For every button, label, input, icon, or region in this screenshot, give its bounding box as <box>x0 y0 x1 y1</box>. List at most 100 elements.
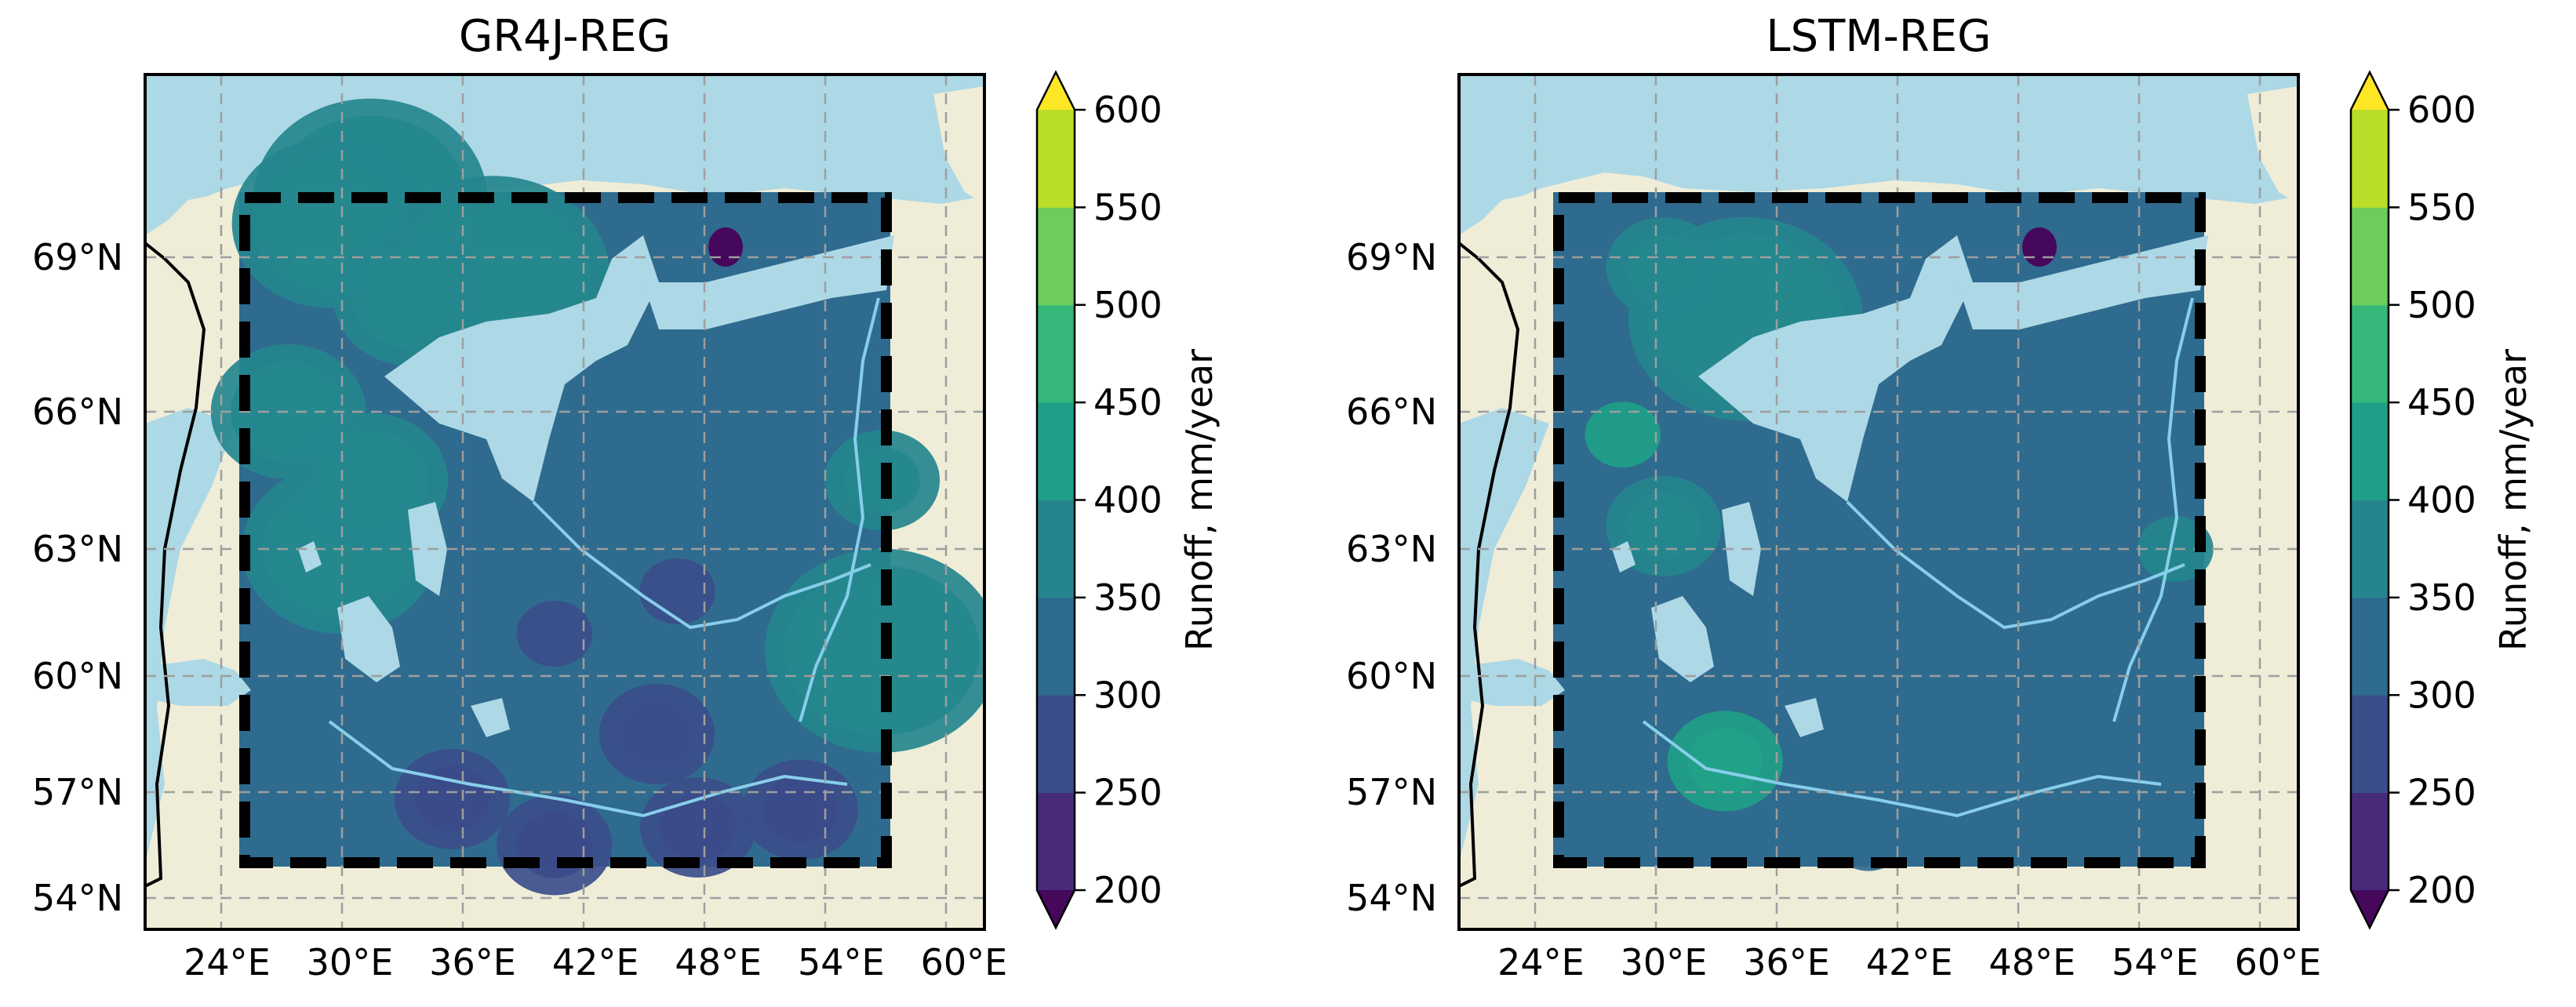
colorbar-tick-label: 200 <box>2407 869 2476 911</box>
lat-tick-label: 63°N <box>32 528 123 570</box>
colorbar-segment <box>2351 110 2389 208</box>
lat-tick-label: 54°N <box>32 877 123 919</box>
colorbar-tick-label: 600 <box>1093 89 1162 131</box>
runoff-contour <box>599 684 715 784</box>
colorbar-tick-label: 500 <box>2407 284 2476 326</box>
kolguev-island <box>708 227 743 267</box>
region-box <box>239 192 892 868</box>
gridlines <box>1459 75 2298 929</box>
colorbar-tick-label: 550 <box>1093 186 1162 228</box>
lat-tick-label: 63°N <box>1346 528 1437 570</box>
colorbar-tick-label: 450 <box>2407 381 2476 424</box>
border <box>1459 242 1520 888</box>
colorbar-extend-min <box>2351 890 2389 928</box>
colorbar-segment <box>1037 110 1075 208</box>
gulf-of-bothnia <box>1459 408 1549 863</box>
colorbar-tick-label: 250 <box>1093 772 1162 814</box>
colorbar-extend-max <box>2351 72 2389 110</box>
runoff-contour <box>497 794 613 896</box>
lon-tick-label: 36°E <box>1743 941 1830 983</box>
colorbar-extend-max <box>1037 72 1075 110</box>
colorbar: 200 250 300 350 400 450 500 550 600 Runoff, mm/ye… <box>1035 70 1221 930</box>
runoff-contour <box>1830 805 1907 871</box>
lon-tick-label: 30°E <box>307 941 394 983</box>
runoff-contour <box>1606 475 1722 576</box>
gridlines <box>145 75 984 929</box>
panel-title: GR4J-REG <box>459 11 671 62</box>
lake <box>471 698 510 737</box>
region-box <box>1553 192 2206 868</box>
colorbar-tick-label: 400 <box>1093 479 1162 522</box>
kolguev-island <box>2022 227 2057 267</box>
colorbar-segment <box>1037 207 1075 306</box>
gulf-of-finland <box>1459 659 1565 706</box>
runoff-contour <box>394 749 511 849</box>
lake-ladoga <box>337 596 400 682</box>
colorbar-tick-label: 300 <box>1093 674 1162 716</box>
colorbar-tick-label: 350 <box>1093 576 1162 619</box>
colorbar-segment <box>1037 304 1075 403</box>
river <box>1642 720 2162 818</box>
colorbar-segment <box>1037 695 1075 794</box>
gulf-of-finland <box>145 659 251 706</box>
lon-tick-label: 42°E <box>552 941 639 983</box>
colorbar-tick-label: 600 <box>2407 89 2476 131</box>
runoff-contour <box>1606 217 1722 318</box>
map-panel-lstm: LSTM-REG <box>1346 11 2534 983</box>
colorbar-segment <box>2351 304 2389 403</box>
lat-tick-label: 66°N <box>32 391 123 433</box>
runoff-contour <box>1667 711 1783 812</box>
lon-tick-label: 30°E <box>1621 941 1708 983</box>
colorbar-tick-label: 550 <box>2407 186 2476 228</box>
runoff-contour <box>1933 794 2009 860</box>
lon-tick-label: 42°E <box>1866 941 1953 983</box>
lon-tick-label: 60°E <box>921 941 1008 983</box>
gulf-of-bothnia <box>145 408 235 863</box>
colorbar-segment <box>1037 597 1075 696</box>
colorbar-segment <box>1037 500 1075 598</box>
colorbar-segment <box>1037 792 1075 891</box>
lat-tick-label: 69°N <box>1346 236 1437 278</box>
colorbar-tick-label: 200 <box>1093 869 1162 911</box>
barents-inlet <box>643 235 894 329</box>
lon-tick-label: 48°E <box>675 941 762 983</box>
white-sea <box>1698 235 1973 502</box>
lon-tick-label: 48°E <box>1988 941 2076 983</box>
colorbar-extend-min <box>1037 890 1075 928</box>
colorbar-tick-label: 400 <box>2407 479 2476 522</box>
runoff-contour <box>333 231 489 366</box>
lon-tick-label: 24°E <box>1497 941 1585 983</box>
colorbar-tick-label: 500 <box>1093 284 1162 326</box>
lake <box>1785 698 1824 737</box>
river <box>328 720 848 818</box>
river <box>799 297 880 722</box>
map-panel-gr4j: GR4J-REG <box>32 11 1221 983</box>
runoff-contour <box>516 601 593 667</box>
border <box>145 242 206 888</box>
lat-tick-label: 60°N <box>32 655 123 697</box>
white-sea <box>384 235 659 502</box>
colorbar-segment <box>2351 402 2389 500</box>
colorbar-segment <box>2351 695 2389 794</box>
panel-title: LSTM-REG <box>1766 11 1991 62</box>
lat-tick-label: 60°N <box>1346 655 1437 697</box>
barents-inlet <box>1957 235 2208 329</box>
colorbar-segment <box>2351 207 2389 306</box>
colorbar-label: Runoff, mm/year <box>2492 349 2534 651</box>
river <box>1846 500 2185 630</box>
lake-ladoga <box>1651 596 1714 682</box>
lon-tick-label: 36°E <box>429 941 516 983</box>
river <box>2112 297 2194 722</box>
runoff-contour <box>765 548 984 753</box>
map-frame <box>1457 73 2300 931</box>
river <box>532 500 871 630</box>
runoff-contour <box>1585 402 1661 468</box>
lon-tick-label: 54°E <box>798 941 885 983</box>
runoff-contour <box>640 777 756 878</box>
lat-tick-label: 57°N <box>32 771 123 813</box>
colorbar-segment <box>1037 402 1075 500</box>
runoff-contour <box>1933 558 2009 624</box>
map-frame <box>144 73 986 931</box>
colorbar: 200 250 300 350 400 450 500 550 600 Runoff, mm/ye… <box>2349 70 2534 930</box>
